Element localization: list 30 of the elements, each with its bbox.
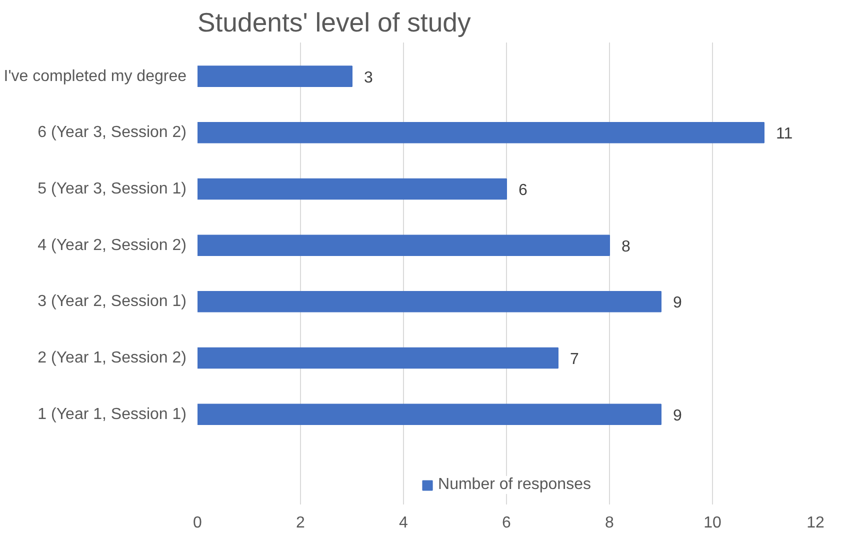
x-tick-label: 8	[605, 514, 614, 532]
y-tick-label: 5 (Year 3, Session 1)	[38, 180, 186, 198]
y-tick-label: 1 (Year 1, Session 1)	[38, 406, 186, 423]
data-label: 9	[673, 407, 682, 424]
x-tick-label: 0	[193, 514, 202, 532]
x-tick-label: 12	[806, 514, 824, 532]
data-label: 9	[673, 294, 682, 312]
y-tick-label: 4 (Year 2, Session 2)	[38, 236, 186, 254]
bar	[198, 291, 662, 312]
bar	[198, 234, 610, 256]
bar	[198, 66, 352, 87]
x-tick-label: 2	[296, 514, 306, 532]
data-label: 8	[622, 238, 630, 256]
x-tick-label: 10	[704, 514, 722, 532]
x-tick-label: 6	[502, 514, 512, 532]
x-tick-label: 4	[399, 514, 408, 532]
data-label: 7	[570, 351, 579, 368]
bar	[198, 178, 507, 200]
bar	[198, 122, 764, 144]
bar	[198, 404, 662, 425]
chart-title: Students' level of study	[198, 8, 472, 38]
y-tick-label: 6 (Year 3, Session 2)	[38, 124, 186, 142]
data-label: 11	[776, 126, 793, 143]
y-tick-label: 3 (Year 2, Session 1)	[38, 293, 186, 310]
data-label: 3	[364, 69, 373, 86]
y-tick-label: I've completed my degree	[4, 68, 187, 85]
legend-label: Number of responses	[438, 476, 591, 494]
y-tick-label: 2 (Year 1, Session 2)	[38, 350, 186, 367]
bar	[198, 347, 558, 369]
data-label: 6	[518, 182, 528, 199]
